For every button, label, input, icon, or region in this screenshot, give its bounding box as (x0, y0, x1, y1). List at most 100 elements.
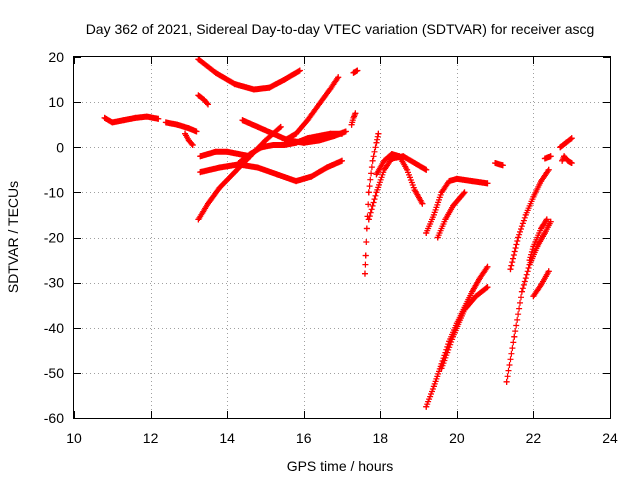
data-point (348, 121, 355, 128)
data-point (193, 128, 200, 135)
data-point (562, 139, 569, 146)
y-tick-label: 10 (48, 94, 64, 110)
series-arc-21 (438, 284, 491, 372)
data-point (568, 160, 575, 167)
data-point (316, 137, 323, 144)
x-tick-label: 22 (526, 430, 542, 446)
data-point (446, 178, 453, 185)
data-point (316, 101, 323, 108)
data-point (453, 175, 460, 182)
data-point (185, 137, 192, 144)
series-arc-18 (434, 189, 468, 241)
data-point (339, 157, 345, 164)
data-point (530, 293, 537, 300)
data-point (373, 139, 380, 146)
data-point (369, 157, 376, 164)
data-point (185, 125, 192, 132)
data-point (266, 84, 273, 91)
data-point (212, 148, 219, 155)
x-axis-label: GPS time / hours (287, 458, 394, 474)
data-point (503, 378, 510, 385)
data-point (507, 266, 514, 273)
data-point (423, 229, 430, 236)
data-point (235, 151, 242, 158)
data-point (342, 128, 349, 135)
y-axis-label: SDTVAR / TECUs (5, 181, 21, 293)
data-point (545, 166, 552, 173)
data-point (375, 130, 382, 137)
series-arc-8 (197, 157, 345, 185)
data-point (205, 200, 211, 207)
series-arc-4 (195, 92, 211, 108)
data-point (182, 130, 189, 137)
data-point (499, 162, 506, 169)
data-point (352, 110, 359, 117)
x-tick-label: 20 (449, 430, 465, 446)
data-point (518, 288, 525, 295)
data-point (404, 166, 411, 173)
data-point (362, 252, 369, 259)
data-point (530, 243, 537, 250)
data-point (270, 141, 277, 148)
series-arc-24 (526, 216, 550, 264)
data-point (293, 178, 300, 185)
data-point (541, 229, 548, 236)
data-point (484, 180, 491, 187)
data-point (543, 216, 550, 223)
y-tick-label: -60 (44, 410, 64, 426)
series-arc-5 (195, 56, 303, 93)
data-point (300, 139, 307, 146)
data-point (162, 119, 169, 126)
data-point (373, 189, 380, 196)
data-point (547, 153, 554, 160)
y-tick-label: 0 (56, 139, 64, 155)
series-arc-3 (182, 130, 196, 148)
data-point (201, 96, 208, 103)
x-tick-label: 12 (143, 430, 159, 446)
data-point (559, 157, 566, 164)
x-tick-label: 16 (296, 430, 312, 446)
data-point (545, 268, 552, 275)
data-points (101, 56, 575, 410)
data-point (327, 85, 334, 92)
data-point (143, 113, 150, 120)
series-arc-28 (557, 135, 575, 151)
data-point (365, 216, 372, 223)
data-point (254, 123, 261, 130)
y-tick-label: -40 (44, 320, 64, 336)
series-arc-13 (350, 67, 361, 76)
data-point (538, 281, 545, 288)
data-point (308, 173, 315, 180)
data-point (350, 114, 357, 121)
data-point (109, 119, 116, 126)
data-point (216, 184, 223, 191)
tick-labels: 10 12 14 16 18 20 22 24 -60 -50 -40 -30 -20 -10 0 10 20 (44, 49, 618, 446)
data-point (296, 67, 303, 74)
data-point (541, 155, 548, 162)
x-tick-label: 10 (66, 430, 82, 446)
x-tick-label: 18 (372, 430, 388, 446)
data-point (547, 218, 554, 225)
data-point (304, 117, 311, 124)
series-arc-11 (281, 74, 342, 144)
data-point (511, 333, 518, 340)
data-point (195, 92, 202, 99)
data-point (205, 101, 211, 108)
data-point (568, 135, 575, 142)
data-point (430, 383, 437, 390)
chart-title: Day 362 of 2021, Sidereal Day-to-day VTE… (86, 21, 595, 37)
data-point (224, 148, 231, 155)
data-point (273, 171, 280, 178)
data-point (363, 225, 370, 232)
x-tick-label: 14 (219, 430, 235, 446)
data-point (484, 284, 491, 291)
series-arc-14 (361, 130, 382, 277)
data-point (419, 200, 426, 207)
data-point (476, 275, 483, 282)
data-point (538, 225, 545, 232)
data-point (492, 160, 499, 167)
data-point (250, 86, 257, 93)
data-point (526, 257, 533, 264)
data-point (323, 164, 330, 171)
data-point (373, 171, 380, 178)
